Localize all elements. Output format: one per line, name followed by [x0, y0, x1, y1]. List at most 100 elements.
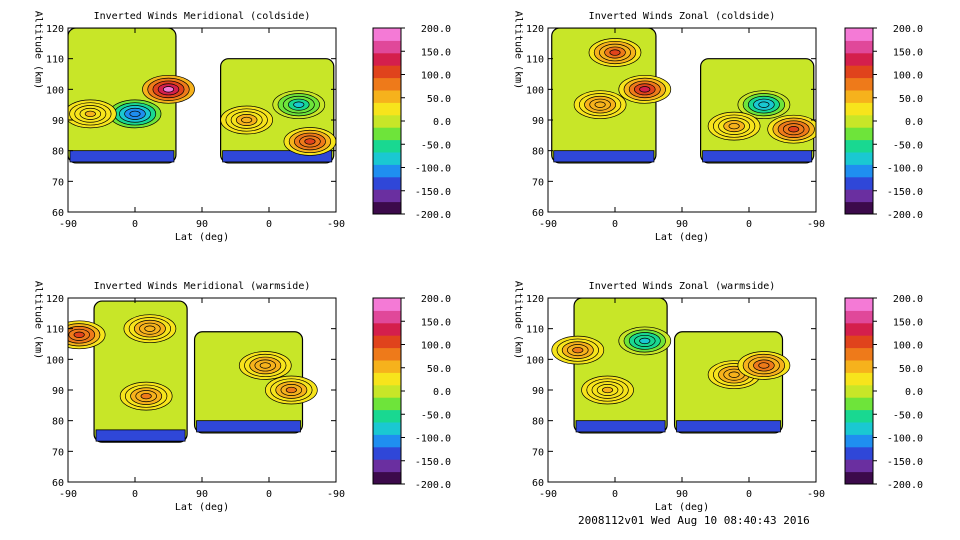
coverage-rim — [95, 429, 186, 442]
x-tick-label: -90 — [327, 219, 345, 230]
colorbar-tick-label: 100.0 — [893, 341, 923, 352]
y-tick-label: 60 — [532, 208, 544, 219]
contour-feature — [304, 138, 316, 145]
y-tick-label: 60 — [52, 478, 64, 489]
y-tick-label: 100 — [46, 85, 64, 96]
colorbar-tick-label: -100.0 — [415, 434, 451, 445]
colorbar-swatch — [845, 40, 873, 54]
y-tick-label: 80 — [52, 147, 64, 158]
colorbar: 200.0 150.0 100.0 50.0 0.0 -50.0 -100.0 -150.0 -… — [844, 294, 923, 491]
colorbar-tick-label: 100.0 — [893, 71, 923, 82]
colorbar-swatch — [845, 397, 873, 411]
contour-feature — [140, 392, 152, 400]
coverage-rim — [222, 150, 333, 163]
colorbar-tick-label: 50.0 — [427, 364, 451, 375]
x-tick-label: -90 — [59, 489, 77, 500]
contour-field — [68, 28, 336, 164]
y-tick-label: 110 — [526, 55, 544, 66]
chart-panel-4: 60 70 80 90 100 110 120 -90 0 90 0 -90 Inverted Wind… — [513, 281, 924, 513]
y-axis-label: Altitude (km) — [513, 11, 524, 89]
contour-feature — [285, 386, 297, 394]
y-tick-label: 90 — [52, 386, 64, 397]
colorbar-swatch — [845, 422, 873, 435]
colorbar-swatch — [845, 152, 873, 165]
colorbar-swatch — [373, 372, 401, 386]
colorbar-swatch — [373, 422, 401, 435]
chart-title: Inverted Winds Zonal (warmside) — [589, 281, 776, 292]
contour-feature — [572, 346, 584, 354]
x-tick-label: 0 — [266, 489, 272, 500]
colorbar-tick-label: 200.0 — [893, 294, 923, 305]
y-tick-label: 100 — [526, 355, 544, 366]
y-tick-label: 120 — [526, 294, 544, 305]
x-tick-label: 90 — [676, 489, 688, 500]
y-tick-label: 110 — [46, 55, 64, 66]
colorbar-swatch — [373, 114, 401, 128]
contour-feature — [241, 116, 253, 124]
colorbar-swatch — [373, 322, 401, 336]
coverage-rim — [69, 150, 175, 163]
chart-panel-1: 60 70 80 90 100 110 120 -90 0 90 0 -90 Inverted Wind… — [33, 11, 452, 243]
colorbar-tick-label: -200.0 — [887, 210, 923, 221]
y-tick-label: 70 — [52, 177, 64, 188]
run-footer: 2008112v01 Wed Aug 10 08:40:43 2016 — [578, 514, 810, 527]
coverage-block — [573, 298, 668, 434]
colorbar-tick-label: 50.0 — [427, 94, 451, 105]
contour-feature — [602, 386, 614, 394]
colorbar-swatch — [845, 384, 873, 398]
x-tick-label: 90 — [196, 489, 208, 500]
contour-feature — [144, 325, 156, 332]
colorbar-tick-label: -200.0 — [887, 480, 923, 491]
y-tick-label: 120 — [526, 24, 544, 35]
colorbar-swatch — [845, 139, 873, 153]
y-tick-label: 100 — [46, 355, 64, 366]
colorbar-swatch — [845, 189, 873, 203]
x-tick-label: 0 — [746, 489, 752, 500]
colorbar-tick-label: 200.0 — [421, 24, 451, 35]
contour-feature — [639, 86, 651, 93]
y-tick-label: 80 — [52, 417, 64, 428]
coverage-rim — [702, 150, 813, 163]
y-axis-label: Altitude (km) — [513, 281, 524, 359]
contour-feature — [609, 49, 621, 56]
contour-feature — [84, 110, 96, 118]
colorbar-tick-label: 50.0 — [899, 364, 923, 375]
contour-feature — [728, 371, 740, 378]
colorbar-swatch — [845, 434, 873, 448]
x-axis-label: Lat (deg) — [175, 502, 229, 513]
coverage-rim — [575, 420, 666, 433]
colorbar-tick-label: -50.0 — [421, 410, 451, 421]
colorbar-swatch — [845, 127, 873, 141]
x-tick-label: 0 — [132, 219, 138, 230]
colorbar-tick-label: -50.0 — [421, 140, 451, 151]
x-tick-label: 90 — [196, 219, 208, 230]
colorbar-swatch — [845, 471, 873, 485]
colorbar-swatch — [845, 114, 873, 128]
x-tick-label: 0 — [132, 489, 138, 500]
colorbar-tick-label: 0.0 — [433, 117, 451, 128]
contour-feature — [639, 337, 651, 345]
colorbar-swatch — [845, 347, 873, 361]
colorbar-tick-label: 150.0 — [893, 47, 923, 58]
colorbar-swatch — [845, 28, 873, 41]
colorbar-swatch — [373, 189, 401, 203]
y-tick-label: 60 — [532, 478, 544, 489]
colorbar-tick-label: 150.0 — [421, 317, 451, 328]
x-tick-label: 90 — [676, 219, 688, 230]
x-tick-label: 0 — [612, 489, 618, 500]
colorbar-tick-label: 100.0 — [421, 71, 451, 82]
chart-title: Inverted Winds Meridional (warmside) — [94, 281, 311, 292]
colorbar: 200.0 150.0 100.0 50.0 0.0 -50.0 -100.0 -150.0 -… — [844, 24, 923, 221]
coverage-rim — [196, 420, 301, 433]
y-tick-label: 70 — [532, 447, 544, 458]
contour-feature — [259, 362, 271, 369]
colorbar-swatch — [373, 360, 401, 373]
colorbar-swatch — [373, 28, 401, 41]
contour-feature — [129, 110, 141, 118]
colorbar-tick-label: -100.0 — [887, 164, 923, 175]
x-tick-label: 0 — [266, 219, 272, 230]
y-tick-label: 70 — [52, 447, 64, 458]
colorbar-swatch — [845, 360, 873, 373]
colorbar-swatch — [373, 164, 401, 178]
